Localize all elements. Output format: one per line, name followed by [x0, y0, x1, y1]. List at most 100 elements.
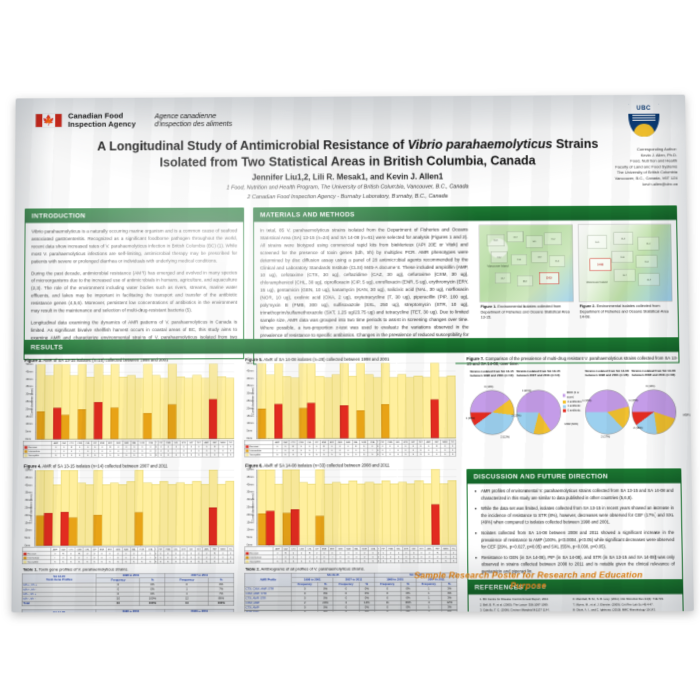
chart-bar	[282, 469, 292, 546]
ubc-sun-icon	[633, 123, 655, 138]
chart-bar	[151, 470, 160, 546]
legend-cell: S	[194, 559, 203, 564]
map-statistical-area-13-15: 14-5 14-3 14-1 15-2 13-2 13-4 13-9 15-4 …	[478, 224, 574, 303]
ubc-logo: UBC	[627, 102, 661, 140]
table-cell: 0%	[359, 609, 375, 613]
chart-bar	[192, 470, 202, 546]
chart-bar	[36, 364, 46, 440]
chart-bar	[52, 364, 63, 440]
legend-cell: S	[289, 559, 298, 564]
chart-bar	[282, 364, 292, 439]
chart-y-tick: 45mm	[25, 370, 33, 374]
chart-bar	[315, 363, 325, 439]
figure-2-label: Figure 2.	[579, 303, 596, 309]
chart-bar	[398, 469, 408, 545]
chart-bar	[85, 470, 95, 546]
bar-segment-susceptible	[446, 375, 456, 439]
column-left: INTRODUCTION Vibrio parahaemolyticus is …	[23, 207, 245, 360]
pie-slice-label: 1 (21%)	[522, 389, 532, 393]
intro-paragraph-2: During the past decade, antimicrobial re…	[30, 269, 238, 314]
chart-y-tick: 5mm	[25, 430, 32, 434]
chart-bar	[167, 363, 177, 439]
legend-cell: S	[74, 559, 84, 564]
pie-slice-label: MDR (66%)	[564, 422, 579, 426]
materials-paragraph-1: In total, 85 V. parahaemolyticus strains…	[260, 226, 469, 353]
figure-2-caption: Figure 2. Environmental isolates collect…	[578, 301, 672, 320]
chart-y-axis-label: Zone diameter (mm)	[30, 388, 34, 416]
legend-cell: S	[273, 559, 282, 564]
legend-cell: S	[344, 559, 353, 564]
legend-color-swatch	[23, 556, 27, 560]
legend-cell: S	[130, 559, 138, 564]
chart-y-tick: 45mm	[25, 476, 33, 480]
chart-bar	[69, 364, 79, 440]
chart-bar	[257, 469, 267, 546]
affiliation-2: 2 Canadian Food Inspection Agency - Burn…	[247, 192, 448, 200]
legend-cell: S	[281, 559, 290, 564]
chart-bar	[364, 363, 374, 439]
chart-figure-3: 50mm 45mm 40mm 35mm 30mm 25mm 20mm 15mm 10mm 5mm 0…	[25, 363, 235, 441]
figure-5-block: Figure 5. AMR of SA 14-08 isolates (n=28…	[244, 356, 457, 457]
chart-bar	[192, 364, 202, 439]
legend-cell: S	[410, 558, 418, 564]
pie-legend-swatch	[562, 404, 566, 408]
section-header-introduction: INTRODUCTION	[24, 207, 245, 224]
chart-bar	[265, 364, 275, 439]
chart-bar	[76, 470, 86, 546]
pie-chart-block: Strains isolated from SA 13-15 between 2…	[512, 370, 578, 435]
title-part-1: A Longitudinal Study of Antimicrobial Re…	[97, 137, 408, 154]
legend-color-swatch	[24, 445, 28, 449]
legend-cell: S	[59, 559, 68, 564]
chart-bar	[438, 363, 448, 439]
legend-color-swatch	[245, 555, 249, 559]
chart-bar	[217, 364, 226, 439]
bar-segment-susceptible	[225, 480, 235, 546]
chart-y-tick: 5mm	[246, 429, 253, 433]
chart-bar	[200, 470, 210, 546]
chart-bar	[348, 469, 358, 545]
legend-cell: S	[146, 559, 155, 564]
chart-bar	[413, 363, 424, 439]
chart-y-tick: 10mm	[25, 422, 33, 426]
chart-bar	[405, 363, 415, 439]
sample-watermark: Sample Research Poster for Research and …	[414, 569, 643, 591]
chart-bar	[110, 364, 120, 440]
legend-series-name: Susceptible	[22, 559, 51, 564]
legend-cell: S	[328, 559, 337, 564]
legend-cell: S	[97, 559, 106, 564]
legend-cell: S	[122, 559, 131, 564]
figure-3-block: Figure 3. AMR of SA 13-15 isolates (n=10…	[23, 357, 235, 458]
chart-y-tick: 40mm	[25, 377, 33, 381]
legend-cell: S	[210, 559, 219, 564]
discussion-bullet: AMR profiles of environmental V. parahae…	[481, 487, 674, 501]
chart-figure-5: 50mm 45mm 40mm 35mm 30mm 25mm 20mm 15mm 10mm 5mm 0…	[247, 362, 457, 440]
chart-bar	[266, 469, 275, 546]
cfia-wordmark-en: Canadian Food Inspection Agency	[68, 112, 136, 129]
chart-bar	[35, 470, 45, 546]
chart-bar	[118, 364, 128, 440]
chart-y-tick: 50mm	[25, 362, 33, 367]
map1-island-label: Vancouver Island	[487, 264, 509, 269]
chart-bar	[134, 469, 144, 546]
chart-bar	[274, 470, 284, 546]
pie-slice-label: 2 (17%)	[600, 435, 611, 439]
table-corner-header: AMR Profile	[244, 573, 292, 588]
chart-bars	[257, 362, 456, 439]
chart-bar	[323, 469, 333, 546]
chart-bars	[36, 363, 235, 440]
pie-legend-label: 0 antibiotic	[567, 409, 581, 413]
canada-flag-icon: 🍁	[35, 113, 63, 128]
pie-legend-row: 0 antibiotic	[562, 409, 583, 413]
chart-y-tick: 45mm	[246, 369, 254, 373]
chart-bar	[208, 469, 218, 546]
page-subtitle: Isolated from Two Statistical Areas in B…	[159, 153, 536, 170]
figure-1-label: Figure 1.	[480, 304, 497, 309]
chart-bars	[257, 469, 457, 546]
chart-y-tick: 10mm	[246, 528, 254, 532]
figure-3-title-text: AMR of SA 13-15 isolates (n=10) collecte…	[41, 357, 169, 363]
table-1-caption: Table 1. Toxin gene profiles of V. parah…	[23, 567, 234, 572]
table-cell: 0	[333, 609, 360, 613]
chart-y-tick: 15mm	[246, 414, 254, 418]
chart-figure-6-legend: AMP CAZ CTX CXM CHL CIP ENR ERY GEN KAN NAL NOR OXA T…	[244, 546, 457, 564]
figure-5-title-text: AMR of SA 14-08 isolates (n=28) collecte…	[262, 356, 390, 363]
